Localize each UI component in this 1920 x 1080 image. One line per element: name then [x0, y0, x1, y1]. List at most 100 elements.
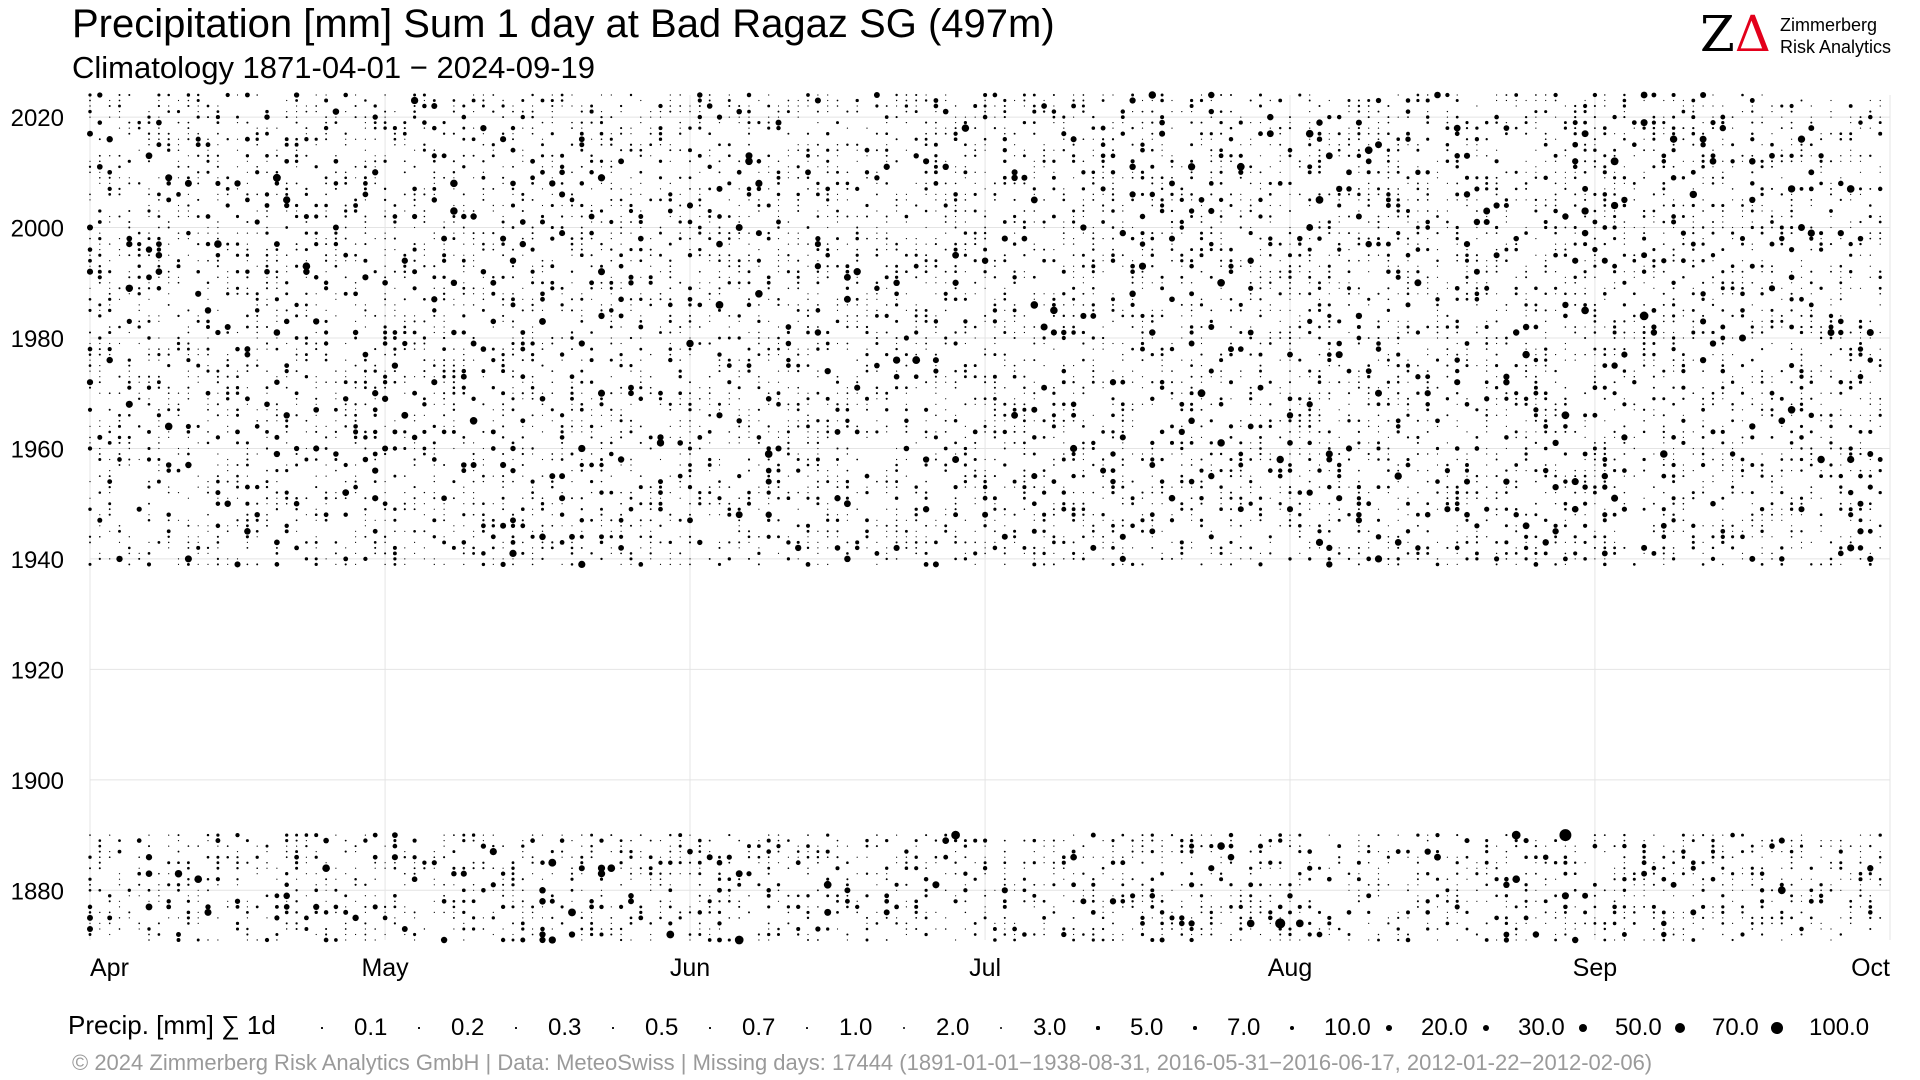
- data-point: [285, 424, 289, 428]
- data-point: [1347, 392, 1351, 395]
- data-point: [1288, 910, 1292, 915]
- data-point: [1268, 419, 1272, 423]
- data-point: [1504, 435, 1509, 440]
- data-point: [1337, 474, 1342, 479]
- data-point: [1042, 551, 1046, 556]
- data-point: [1859, 894, 1862, 898]
- data-point: [728, 403, 730, 405]
- data-point: [1259, 369, 1262, 373]
- data-point: [344, 894, 348, 898]
- data-point: [197, 563, 199, 566]
- data-point: [1515, 922, 1517, 925]
- data-point: [1710, 849, 1716, 854]
- data-point: [265, 497, 269, 500]
- data-point: [275, 508, 279, 511]
- data-point: [384, 552, 387, 555]
- data-point: [1043, 845, 1045, 847]
- data-point: [1014, 541, 1016, 544]
- data-point: [1524, 855, 1528, 859]
- data-point: [1672, 386, 1675, 389]
- data-point: [1299, 939, 1301, 941]
- data-point: [482, 430, 485, 433]
- data-point: [1327, 430, 1331, 434]
- data-point: [1229, 474, 1233, 478]
- data-point: [658, 501, 663, 506]
- data-point: [669, 408, 672, 411]
- data-point: [619, 850, 623, 854]
- data-point: [187, 397, 190, 400]
- data-point: [932, 881, 940, 889]
- data-point: [993, 530, 996, 533]
- data-point: [1140, 920, 1145, 926]
- data-point: [551, 370, 554, 372]
- data-point: [1779, 556, 1785, 562]
- data-point: [679, 436, 681, 439]
- data-point: [461, 888, 466, 893]
- data-point: [1170, 424, 1174, 429]
- data-point: [1317, 468, 1322, 473]
- data-point: [640, 525, 642, 527]
- data-point: [1515, 525, 1517, 527]
- data-point: [1622, 843, 1627, 849]
- data-point: [1623, 475, 1625, 477]
- data-point: [758, 508, 760, 510]
- data-point: [453, 525, 455, 527]
- data-point: [384, 508, 387, 511]
- data-point: [1082, 872, 1085, 875]
- data-point: [1564, 552, 1567, 555]
- data-point: [1584, 353, 1586, 356]
- data-point: [620, 392, 622, 394]
- data-point: [482, 513, 485, 517]
- data-point: [924, 430, 928, 434]
- data-point: [896, 536, 898, 538]
- data-point: [628, 384, 634, 391]
- data-point: [1416, 872, 1419, 875]
- data-point: [1494, 386, 1499, 390]
- data-point: [551, 541, 554, 544]
- data-point: [620, 883, 622, 886]
- data-point: [1415, 374, 1421, 380]
- data-point: [1791, 845, 1793, 847]
- data-point: [1486, 387, 1488, 389]
- data-point: [718, 464, 721, 466]
- data-point: [433, 900, 435, 902]
- data-point: [1337, 468, 1342, 473]
- data-point: [305, 541, 308, 544]
- data-point: [974, 530, 976, 532]
- data-point: [845, 485, 849, 489]
- data-point: [787, 856, 790, 858]
- data-point: [617, 456, 625, 463]
- data-point: [393, 557, 397, 561]
- data-point: [805, 523, 811, 528]
- data-point: [1642, 849, 1646, 854]
- data-point: [895, 524, 898, 527]
- data-point: [1583, 910, 1588, 915]
- data-point: [1771, 475, 1773, 478]
- data-point: [1454, 501, 1460, 507]
- data-point: [993, 436, 997, 439]
- data-point: [817, 447, 819, 450]
- data-point: [1720, 368, 1726, 374]
- data-point: [856, 900, 858, 902]
- data-point: [1594, 464, 1596, 466]
- data-point: [1386, 402, 1390, 406]
- data-point: [896, 917, 898, 919]
- data-point: [886, 475, 888, 477]
- data-point: [579, 407, 584, 412]
- data-point: [177, 917, 180, 919]
- data-point: [649, 486, 652, 489]
- data-point: [88, 507, 92, 511]
- data-point: [118, 878, 121, 880]
- data-point: [649, 552, 652, 555]
- data-point: [1564, 563, 1566, 566]
- data-point: [1023, 867, 1025, 869]
- data-point: [935, 862, 937, 864]
- data-point: [176, 341, 181, 346]
- data-point: [384, 845, 386, 847]
- data-point: [1082, 552, 1084, 555]
- data-point: [1761, 519, 1763, 521]
- data-point: [1151, 839, 1154, 842]
- data-point: [1721, 441, 1725, 445]
- data-point: [1761, 375, 1764, 378]
- data-point: [265, 844, 269, 848]
